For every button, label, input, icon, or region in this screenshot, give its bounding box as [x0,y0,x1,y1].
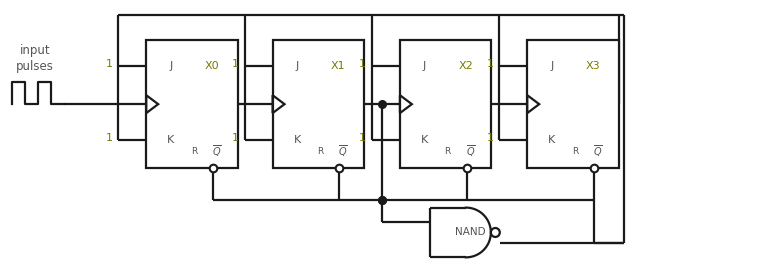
Text: $\overline{Q}$: $\overline{Q}$ [465,143,475,159]
Text: 1: 1 [486,59,493,69]
Text: $\overline{Q}$: $\overline{Q}$ [593,143,603,159]
Text: R: R [190,147,197,156]
Text: $\overline{Q}$: $\overline{Q}$ [212,143,221,159]
Bar [528,40,619,168]
Bar [400,40,492,168]
Text: 1: 1 [105,59,112,69]
Text: K: K [167,135,174,145]
Bar [273,40,364,168]
Text: J: J [169,61,173,71]
Text: K: K [293,135,301,145]
Text: NAND: NAND [455,227,485,238]
Bar [146,40,238,168]
Text: J: J [296,61,299,71]
Text: $\overline{Q}$: $\overline{Q}$ [338,143,348,159]
Text: 1: 1 [486,133,493,143]
Text: 1: 1 [232,59,239,69]
Text: K: K [548,135,555,145]
Text: R: R [317,147,323,156]
Text: 1: 1 [105,133,112,143]
Text: J: J [423,61,426,71]
Text: X2: X2 [458,61,473,71]
Text: J: J [551,61,554,71]
Text: input
pulses: input pulses [16,44,54,73]
Text: 1: 1 [359,59,366,69]
Text: X1: X1 [331,61,346,71]
Text: R: R [571,147,578,156]
Text: X0: X0 [205,61,220,71]
Text: 1: 1 [359,133,366,143]
Text: K: K [421,135,429,145]
Text: 1: 1 [232,133,239,143]
Text: R: R [445,147,451,156]
Text: X3: X3 [586,61,601,71]
